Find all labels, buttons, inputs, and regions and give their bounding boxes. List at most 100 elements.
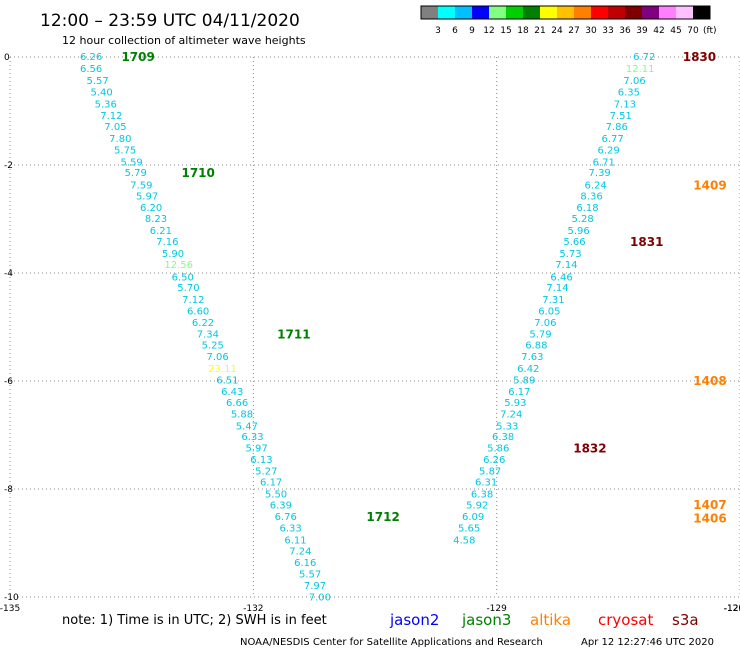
wave-height-point: 6.77 — [602, 134, 624, 145]
scale-swatch — [625, 6, 642, 19]
credit-line: NOAA/NESDIS Center for Satellite Applica… — [240, 637, 543, 648]
scale-label: 18 — [517, 26, 529, 36]
wave-height-point: 6.60 — [187, 306, 209, 317]
scale-swatch — [642, 6, 659, 19]
wave-height-point: 7.24 — [289, 547, 311, 558]
wave-height-point: 5.73 — [559, 249, 581, 260]
time-marker-label: 1711 — [277, 328, 310, 342]
time-marker-label: 1830 — [683, 50, 716, 64]
wave-height-point: 7.14 — [546, 283, 568, 294]
color-scale-legend: 3 6 9 12 15 18 21 24 27 30 33 36 39 42 45 70 (ft) — [420, 5, 717, 36]
wave-height-point: 6.71 — [593, 157, 615, 168]
time-marker-label: 1407 — [693, 498, 726, 512]
wave-height-point: 6.66 — [226, 398, 248, 409]
wave-height-point: 12.11 — [626, 64, 655, 75]
wave-height-point: 6.56 — [80, 64, 102, 75]
wave-height-point: 5.88 — [231, 409, 253, 420]
wave-height-point: 5.50 — [265, 489, 287, 500]
wave-height-point: 7.51 — [610, 111, 632, 122]
wave-height-point: 7.00 — [309, 593, 331, 604]
wave-height-point: 6.26 — [80, 52, 102, 63]
scale-swatch — [540, 6, 557, 19]
y-tick-label: -10 — [4, 593, 19, 603]
wave-height-point: 5.79 — [125, 168, 147, 179]
wave-height-point: 12.56 — [164, 260, 193, 271]
wave-height-point: 5.79 — [529, 330, 551, 341]
wave-height-point: 7.06 — [207, 352, 229, 363]
wave-height-point: 6.46 — [550, 272, 572, 283]
wave-height-point: 5.57 — [299, 569, 321, 580]
wave-height-point: 6.33 — [280, 523, 302, 534]
wave-height-point: 8.36 — [580, 191, 602, 202]
grid-lines — [9, 56, 740, 598]
plot-area: 0 -2 -4 -6 -8 -10 -135 -132 -129 -126-123-120 6.… — [0, 50, 740, 614]
y-tick-label: -4 — [4, 269, 13, 279]
scale-swatch — [574, 6, 591, 19]
wave-height-point: 6.22 — [192, 318, 214, 329]
wave-height-point: 4.58 — [453, 535, 475, 546]
wave-height-point: 5.36 — [95, 100, 117, 111]
wave-height-point: 7.86 — [606, 122, 628, 133]
wave-height-point: 5.97 — [245, 444, 267, 455]
wave-height-point: 5.65 — [458, 523, 480, 534]
scale-swatch — [557, 6, 574, 19]
scale-label: 45 — [670, 26, 681, 36]
wave-height-point: 6.51 — [216, 375, 238, 386]
wave-height-point: 6.50 — [172, 272, 194, 283]
x-tick-label: -129 — [486, 604, 507, 614]
wave-height-point: 6.09 — [462, 512, 484, 523]
satellite-jason3: jason3 — [461, 611, 511, 629]
scale-label: 39 — [636, 26, 648, 36]
wave-height-point: 5.93 — [504, 398, 526, 409]
wave-height-point: 5.86 — [487, 444, 509, 455]
wave-height-point: 5.90 — [162, 249, 184, 260]
wave-height-point: 7.59 — [130, 181, 152, 192]
wave-height-point: 5.87 — [479, 467, 501, 478]
wave-height-point: 6.24 — [584, 181, 606, 192]
time-marker-label: 1408 — [693, 374, 726, 388]
wave-height-point: 7.24 — [500, 409, 522, 420]
wave-height-point: 5.59 — [121, 157, 143, 168]
x-tick-label: -126 — [724, 604, 740, 614]
scale-label: 24 — [551, 26, 563, 36]
scale-swatch — [472, 6, 489, 19]
wave-height-point: 5.27 — [255, 467, 277, 478]
scale-swatch — [659, 6, 676, 19]
scale-label: 15 — [500, 26, 511, 36]
wave-height-point: 7.13 — [614, 100, 636, 111]
wave-height-point: 6.21 — [150, 226, 172, 237]
wave-height-point: 6.31 — [475, 478, 497, 489]
time-marker-label: 1832 — [573, 442, 606, 456]
wave-height-point: 6.13 — [250, 455, 272, 466]
time-marker-label: 1831 — [630, 235, 663, 249]
scale-label: 27 — [568, 26, 579, 36]
time-marker-label: 1709 — [121, 50, 154, 64]
y-tick-label: -6 — [4, 377, 13, 387]
wave-height-point: 5.66 — [563, 237, 585, 248]
y-tick-labels: 0 -2 -4 -6 -8 -10 — [4, 53, 19, 603]
scale-label: 70 — [687, 26, 699, 36]
wave-height-point: 6.11 — [284, 535, 306, 546]
wave-height-point: 6.17 — [260, 478, 282, 489]
wave-height-point: 6.18 — [576, 203, 598, 214]
wave-height-point: 5.89 — [513, 375, 535, 386]
wave-height-point: 6.72 — [633, 52, 655, 63]
time-marker-label: 1710 — [181, 166, 214, 180]
scale-label: 3 — [435, 26, 441, 36]
scale-label: 33 — [602, 26, 613, 36]
wave-height-point: 6.16 — [294, 558, 316, 569]
x-tick-label: -132 — [243, 604, 263, 614]
y-tick-label: 0 — [4, 53, 10, 63]
time-marker-label: 1712 — [366, 510, 399, 524]
scale-swatch — [608, 6, 625, 19]
scale-label: 9 — [469, 26, 475, 36]
wave-height-point: 6.38 — [471, 489, 493, 500]
chart-subtitle: 12 hour collection of altimeter wave hei… — [62, 34, 306, 47]
wave-height-point: 7.63 — [521, 352, 543, 363]
wave-height-point: 7.31 — [542, 295, 564, 306]
x-tick-label: -120 — [724, 604, 740, 614]
time-marker-label: 1406 — [693, 512, 726, 526]
satellite-jason2: jason2 — [389, 611, 439, 629]
scale-swatch — [506, 6, 523, 19]
